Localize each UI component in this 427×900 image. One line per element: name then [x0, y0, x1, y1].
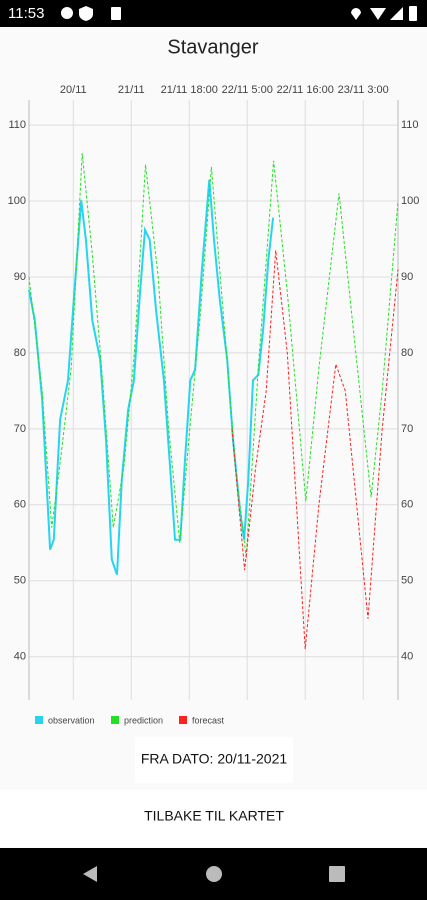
back-button[interactable]: [0, 790, 427, 847]
y-tick-label: 80: [14, 347, 26, 359]
y2-tick-label: 90: [401, 271, 413, 283]
x-tick-label: 22/11 16:00: [277, 84, 334, 96]
y-tick-label: 40: [14, 651, 26, 663]
status-icons: [61, 6, 417, 21]
sd-icon: [111, 7, 121, 20]
x-tick-label: 22/11 5:00: [222, 84, 273, 96]
y-tick-label: 110: [8, 119, 26, 131]
legend-swatch: [179, 716, 187, 724]
settings-icon: [61, 7, 73, 19]
y2-tick-label: 40: [401, 651, 413, 663]
nav-back[interactable]: [83, 866, 97, 882]
nav-home[interactable]: [206, 866, 222, 882]
chart-title: Stavanger: [167, 36, 259, 58]
y2-tick-label: 70: [401, 423, 413, 435]
y2-tick-label: 80: [401, 347, 413, 359]
shield-icon: [79, 6, 93, 21]
y2-tick-label: 50: [401, 575, 413, 587]
x-tick-label: 21/11 18:00: [161, 84, 218, 96]
y-tick-label: 100: [8, 195, 26, 207]
legend-label: observation: [48, 715, 95, 725]
x-tick-label: 21/11: [118, 84, 145, 96]
legend-swatch: [111, 716, 119, 724]
legend-label: prediction: [124, 715, 163, 725]
series-line: [28, 179, 275, 576]
x-tick-label: 20/11: [60, 84, 87, 96]
chart: 40 40 50 50 60 60 70 70 80 80 90 90 100 100 110 110 20/1…: [8, 84, 420, 725]
legend-label: forecast: [192, 715, 225, 725]
y-tick-label: 60: [14, 499, 26, 511]
series-line: [28, 153, 399, 559]
y2-tick-label: 100: [401, 195, 419, 207]
legend-swatch: [35, 716, 43, 724]
y2-tick-label: 110: [401, 119, 419, 131]
nav-recents[interactable]: [329, 866, 345, 882]
battery-icon: [409, 6, 417, 21]
back-button-label[interactable]: TILBAKE TIL KARTET: [144, 808, 284, 824]
x-tick-label: 23/11 3:00: [338, 84, 389, 96]
y-tick-label: 70: [14, 423, 26, 435]
y2-tick-label: 60: [401, 499, 413, 511]
series-line: [231, 250, 399, 650]
date-button-label[interactable]: FRA DATO: 20/11-2021: [141, 751, 288, 767]
status-time: 11:53: [8, 5, 44, 22]
y-tick-label: 90: [14, 271, 26, 283]
location-icon: [351, 8, 361, 20]
signal-icon: [390, 7, 403, 20]
date-button[interactable]: [135, 737, 293, 783]
y-tick-label: 50: [14, 575, 26, 587]
wifi-icon: [370, 8, 386, 20]
